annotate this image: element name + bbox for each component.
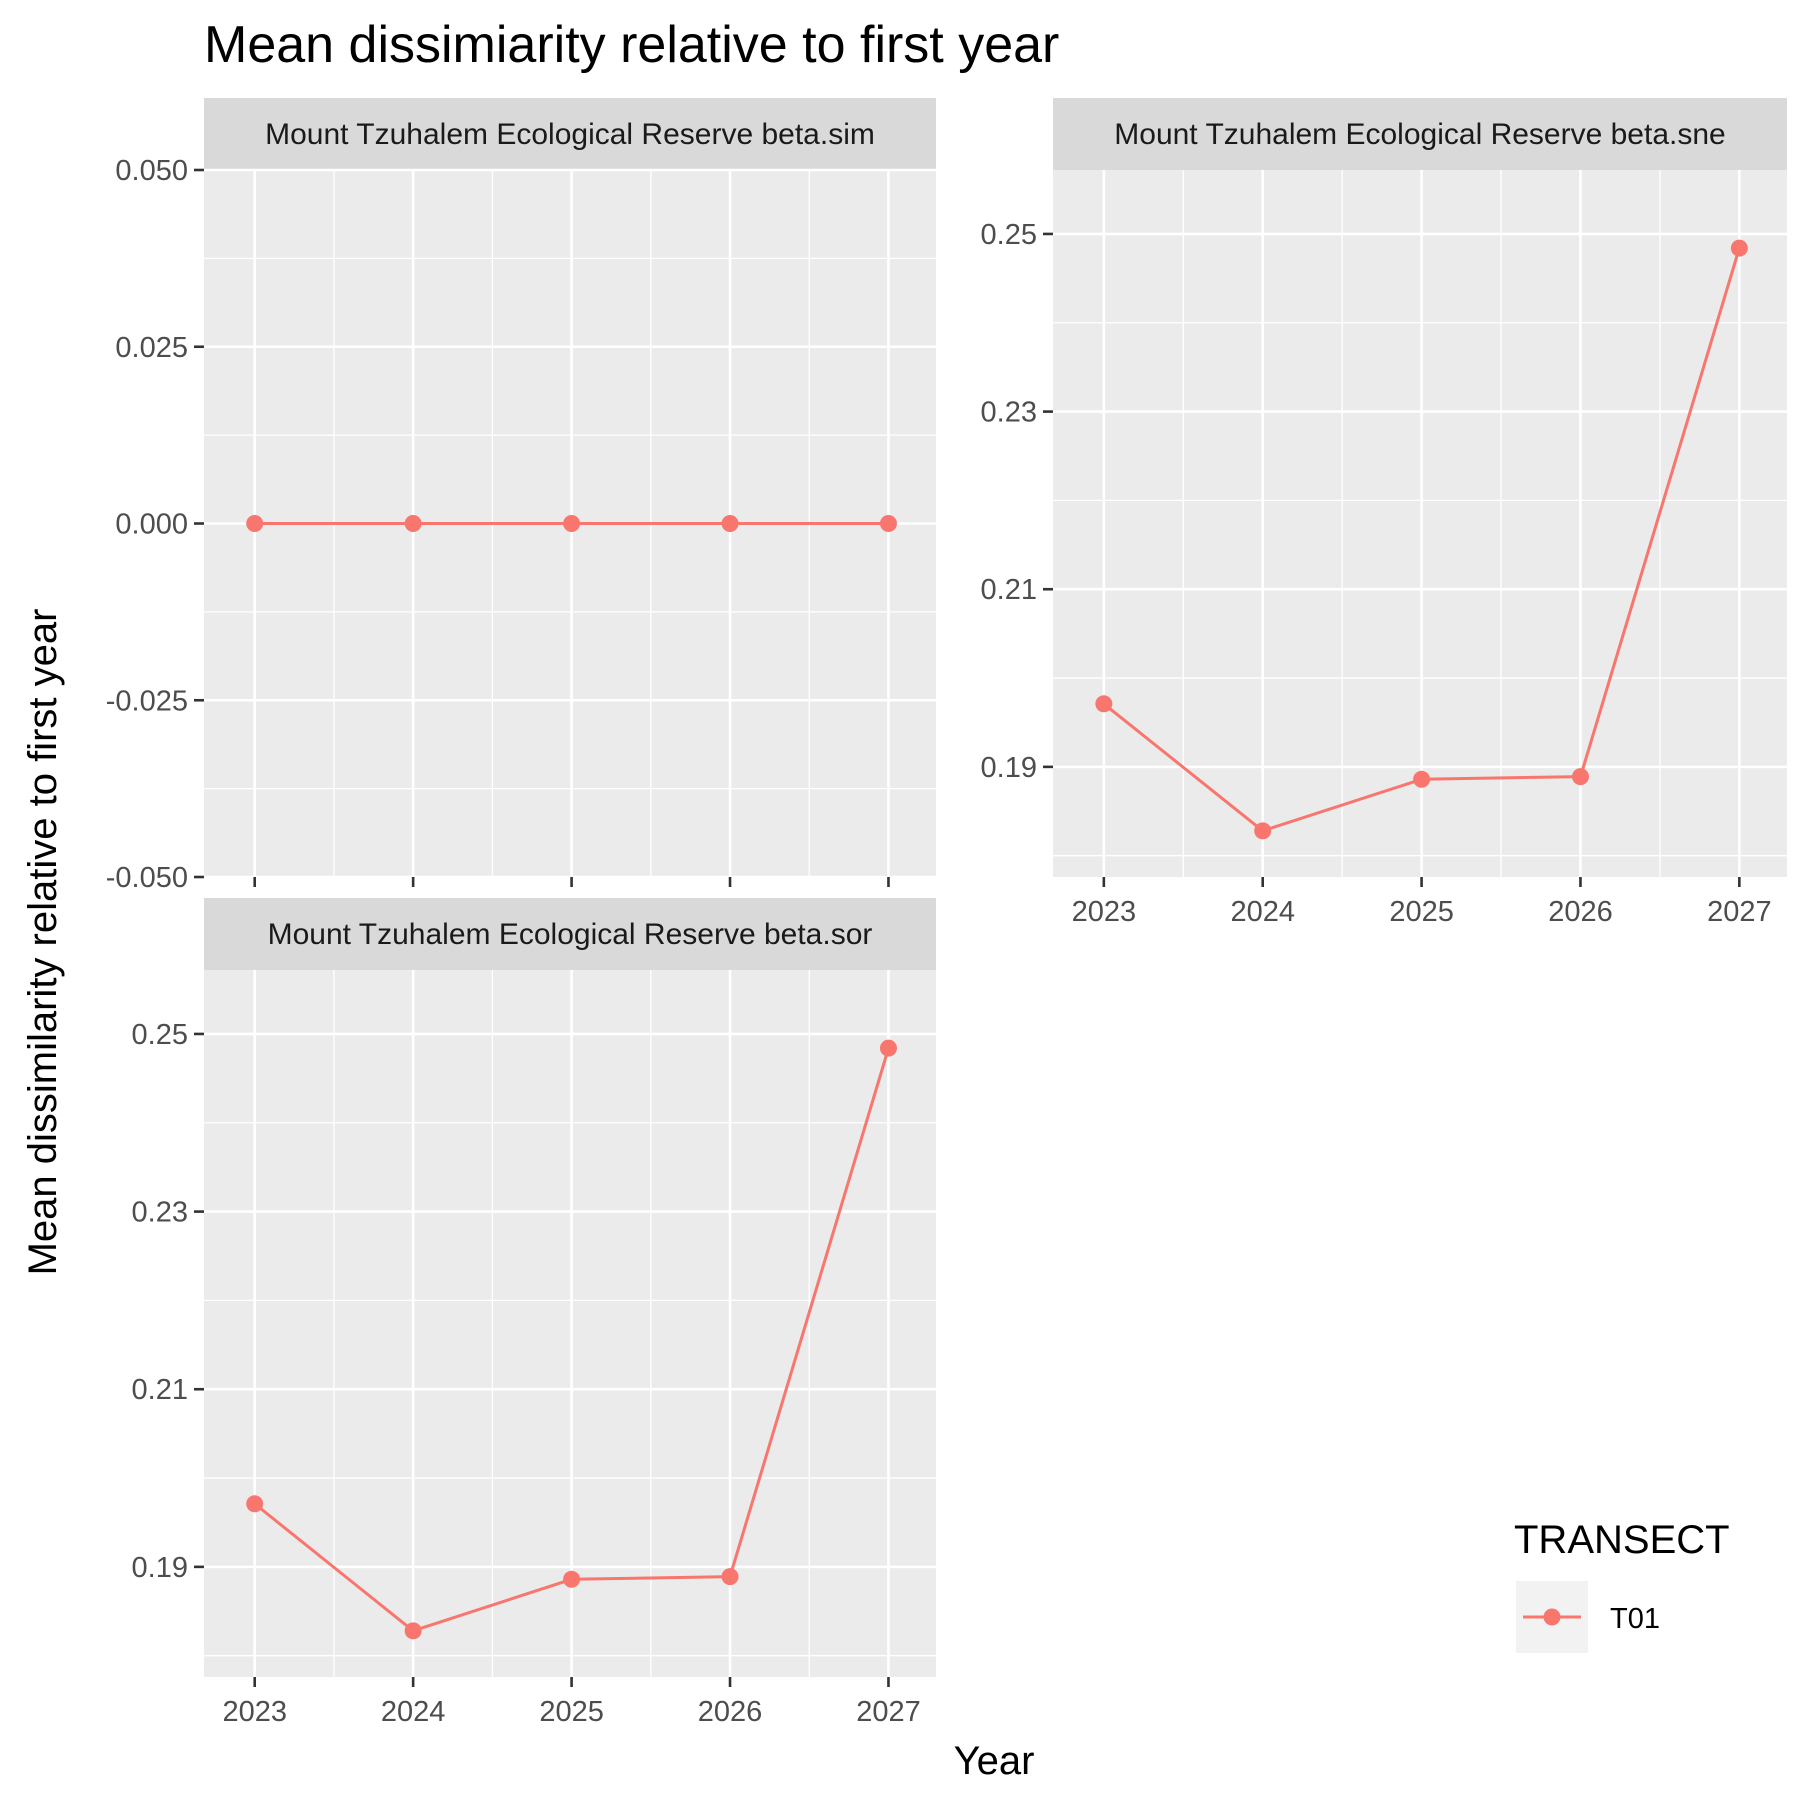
x-tick-label: 2023	[222, 1696, 287, 1728]
x-tick-label: 2026	[698, 1696, 763, 1728]
facet-strip	[204, 98, 936, 170]
data-point	[879, 1039, 897, 1057]
y-tick-label: 0.050	[115, 155, 188, 187]
x-tick-label: 2025	[1389, 896, 1454, 928]
y-axis-title: Mean dissimilarity relative to first yea…	[21, 609, 65, 1276]
facet-panel-1: Mount Tzuhalem Ecological Reserve beta.s…	[106, 98, 936, 894]
y-tick-label: 0.23	[981, 397, 1037, 429]
y-tick-label: 0.21	[132, 1374, 188, 1406]
x-tick-label: 2025	[539, 1696, 604, 1728]
x-tick-label: 2024	[381, 1696, 446, 1728]
data-point	[1095, 695, 1113, 713]
data-point	[1730, 239, 1748, 257]
y-tick-label: 0.25	[132, 1019, 188, 1051]
legend: TRANSECT T01	[1514, 1518, 1730, 1653]
y-tick-label: 0.025	[115, 332, 188, 364]
facet-strip-label: Mount Tzuhalem Ecological Reserve beta.s…	[1114, 118, 1725, 151]
x-axis-title: Year	[954, 1739, 1035, 1783]
x-tick-label: 2027	[856, 1696, 921, 1728]
x-tick-label: 2026	[1548, 896, 1613, 928]
y-tick-label: 0.21	[981, 574, 1037, 606]
data-point	[879, 515, 897, 532]
data-point	[246, 1495, 264, 1513]
data-point	[721, 1568, 739, 1586]
data-point	[1254, 822, 1272, 840]
x-tick-label: 2023	[1072, 896, 1137, 928]
facet-strip	[1053, 98, 1787, 170]
y-tick-label: 0.23	[132, 1197, 188, 1229]
legend-label-t01: T01	[1610, 1603, 1660, 1635]
facet-panel-3: Mount Tzuhalem Ecological Reserve beta.s…	[132, 898, 936, 1728]
x-tick-label: 2024	[1230, 896, 1295, 928]
facet-strip-label: Mount Tzuhalem Ecological Reserve beta.s…	[268, 918, 873, 951]
data-point	[1571, 768, 1589, 786]
data-point	[404, 1622, 422, 1640]
facets-layer: Mount Tzuhalem Ecological Reserve beta.s…	[106, 98, 1787, 1728]
data-point	[563, 515, 581, 532]
data-point	[246, 515, 264, 532]
chart-title: Mean dissimiarity relative to first year	[204, 16, 1059, 74]
y-tick-label: 0.19	[132, 1552, 188, 1584]
y-tick-label: 0.19	[981, 752, 1037, 784]
legend-title: TRANSECT	[1514, 1518, 1730, 1562]
data-point	[563, 1570, 581, 1588]
data-point	[1413, 770, 1431, 788]
data-point	[721, 515, 739, 532]
facet-panel-2: Mount Tzuhalem Ecological Reserve beta.s…	[981, 98, 1787, 928]
y-tick-label: -0.025	[106, 685, 188, 717]
y-tick-label: 0.000	[115, 509, 188, 541]
y-tick-label: -0.050	[106, 862, 188, 894]
x-tick-label: 2027	[1707, 896, 1772, 928]
facet-strip	[204, 898, 936, 970]
data-point	[404, 515, 422, 532]
y-tick-label: 0.25	[981, 219, 1037, 251]
facet-strip-label: Mount Tzuhalem Ecological Reserve beta.s…	[265, 118, 875, 151]
legend-key-point	[1543, 1608, 1561, 1626]
